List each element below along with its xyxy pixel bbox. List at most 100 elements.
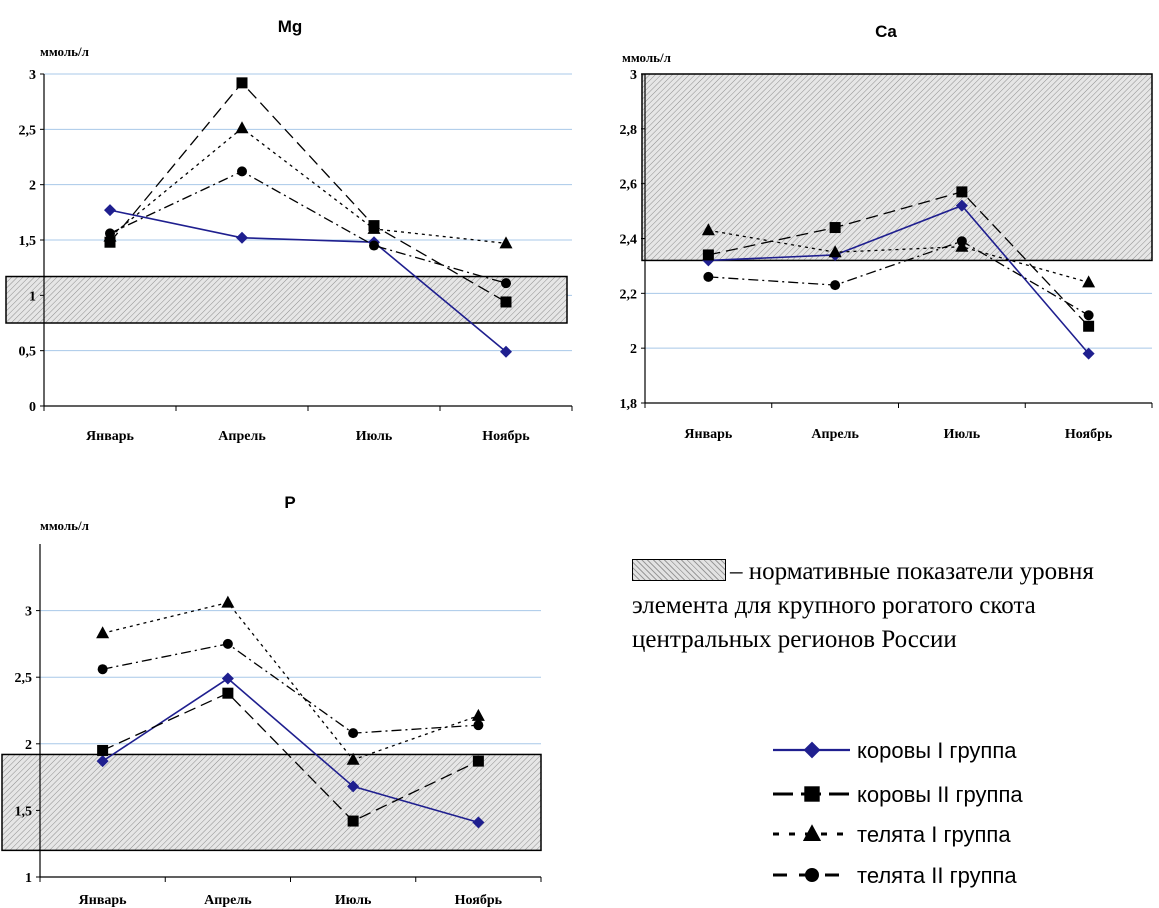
point-ca-2-1 bbox=[828, 245, 842, 258]
point-ca-1-2 bbox=[956, 186, 968, 198]
series-line-ca-0 bbox=[708, 204, 1090, 355]
y-tick-label-ca-3: 2,4 bbox=[620, 233, 638, 248]
y-tick-label-ca-4: 2,6 bbox=[620, 178, 638, 193]
point-ca-1-0 bbox=[702, 249, 714, 261]
legend-marker-3 bbox=[805, 868, 820, 882]
x-tick-label-mg-2: Июль bbox=[356, 429, 393, 444]
legend-item-3: телята II группа bbox=[773, 863, 1017, 888]
x-tick-label-p-0: Январь bbox=[79, 893, 128, 908]
y-tick-label-mg-5: 2,5 bbox=[19, 123, 37, 138]
point-p-0-2 bbox=[347, 780, 360, 793]
point-p-1-1 bbox=[222, 687, 234, 699]
legend-marker-1 bbox=[804, 786, 820, 802]
y-tick-label-ca-2: 2,2 bbox=[620, 287, 638, 302]
series-line-p-3 bbox=[102, 643, 479, 734]
point-p-0-3 bbox=[472, 816, 485, 829]
y-tick-label-mg-6: 3 bbox=[29, 68, 36, 83]
y-tick-label-p-0: 1 bbox=[25, 871, 32, 886]
series-line-mg-0 bbox=[109, 209, 507, 353]
legend-label-0: коровы I группа bbox=[857, 738, 1017, 763]
point-ca-1-1 bbox=[829, 222, 841, 234]
point-ca-2-0 bbox=[701, 223, 715, 236]
point-mg-3-2 bbox=[369, 240, 379, 251]
x-tick-label-p-3: Ноябрь bbox=[455, 893, 503, 908]
point-mg-1-0 bbox=[104, 236, 116, 248]
series-line-ca-2 bbox=[708, 229, 1089, 283]
chart-title-p: P bbox=[284, 493, 295, 512]
x-tick-label-ca-0: Январь bbox=[684, 427, 733, 442]
chart-ca: 1,8 2 2,2 2,4 2,6 2,8 3 Январь Апрель Июль Ноябрь C… bbox=[620, 22, 1153, 442]
point-mg-0-3 bbox=[500, 345, 512, 358]
series-mg-3 bbox=[105, 166, 511, 289]
point-mg-2-3 bbox=[499, 236, 513, 249]
point-mg-1-3 bbox=[500, 296, 512, 308]
point-mg-1-1 bbox=[236, 77, 248, 89]
series-line-ca-3 bbox=[708, 240, 1089, 316]
point-ca-3-2 bbox=[956, 236, 967, 247]
series-ca-3 bbox=[703, 236, 1094, 321]
y-tick-label-ca-6: 3 bbox=[630, 68, 637, 83]
series-line-p-1 bbox=[102, 692, 479, 822]
point-p-1-0 bbox=[97, 744, 109, 756]
point-ca-2-3 bbox=[1082, 275, 1096, 288]
point-p-1-3 bbox=[472, 755, 484, 767]
point-ca-3-0 bbox=[703, 271, 714, 282]
point-p-2-2 bbox=[346, 752, 360, 765]
legend-item-2: телята I группа bbox=[773, 822, 1011, 847]
point-ca-1-3 bbox=[1083, 320, 1095, 332]
x-tick-label-ca-3: Ноябрь bbox=[1065, 427, 1113, 442]
x-tick-label-p-1: Апрель bbox=[204, 893, 252, 908]
y-tick-label-ca-0: 1,8 bbox=[620, 397, 638, 412]
y-axis-label-mg: ммоль/л bbox=[40, 44, 89, 59]
y-tick-label-ca-1: 2 bbox=[630, 342, 637, 357]
y-axis-label-ca: ммоль/л bbox=[622, 50, 671, 65]
y-tick-label-p-4: 3 bbox=[25, 605, 32, 620]
x-tick-label-mg-0: Январь bbox=[86, 429, 135, 444]
series-p-0 bbox=[96, 672, 485, 829]
y-tick-label-mg-1: 0,5 bbox=[19, 345, 37, 360]
series-line-mg-1 bbox=[109, 81, 507, 303]
y-tick-label-mg-4: 2 bbox=[29, 179, 36, 194]
point-p-1-2 bbox=[347, 815, 359, 827]
chart-title-mg: Mg bbox=[278, 17, 303, 36]
series-p-2 bbox=[96, 595, 485, 765]
series-line-p-2 bbox=[102, 601, 479, 761]
norm-band-mg bbox=[5, 275, 568, 324]
legend-marker-0 bbox=[803, 741, 821, 759]
point-mg-2-2 bbox=[367, 221, 381, 234]
series-line-p-0 bbox=[102, 677, 479, 824]
legend-marker-2 bbox=[802, 824, 822, 841]
norm-band-ca bbox=[641, 73, 1153, 262]
point-p-3-0 bbox=[97, 664, 108, 675]
legend: коровы I группа коровы II группа телята I … bbox=[773, 738, 1023, 888]
point-p-2-0 bbox=[96, 626, 110, 639]
point-ca-3-3 bbox=[1083, 310, 1094, 321]
y-tick-label-ca-5: 2,8 bbox=[620, 123, 638, 138]
series-line-mg-3 bbox=[109, 170, 507, 284]
point-mg-0-1 bbox=[236, 231, 248, 244]
y-axis-label-p: ммоль/л bbox=[40, 518, 89, 533]
legend-label-2: телята I группа bbox=[857, 822, 1011, 847]
legend-item-1: коровы II группа bbox=[773, 782, 1023, 807]
x-tick-label-ca-1: Апрель bbox=[811, 427, 859, 442]
point-p-0-1 bbox=[221, 672, 234, 685]
point-p-3-3 bbox=[473, 720, 484, 731]
x-tick-label-mg-3: Ноябрь bbox=[482, 429, 530, 444]
point-ca-0-2 bbox=[955, 199, 968, 212]
point-mg-3-0 bbox=[105, 228, 115, 239]
y-tick-label-mg-3: 1,5 bbox=[19, 234, 37, 249]
point-p-3-1 bbox=[222, 638, 233, 649]
series-line-mg-2 bbox=[109, 127, 507, 244]
norm-band-p bbox=[1, 753, 542, 852]
series-p-1 bbox=[97, 687, 484, 827]
y-tick-label-p-3: 2,5 bbox=[15, 671, 33, 686]
point-p-2-1 bbox=[221, 595, 235, 608]
point-p-0-0 bbox=[96, 755, 109, 768]
point-mg-3-1 bbox=[237, 166, 247, 177]
x-tick-label-mg-1: Апрель bbox=[218, 429, 266, 444]
series-p-3 bbox=[97, 638, 484, 739]
y-tick-label-mg-2: 1 bbox=[29, 289, 36, 304]
point-ca-0-3 bbox=[1082, 347, 1095, 360]
y-tick-label-p-2: 2 bbox=[25, 738, 32, 753]
